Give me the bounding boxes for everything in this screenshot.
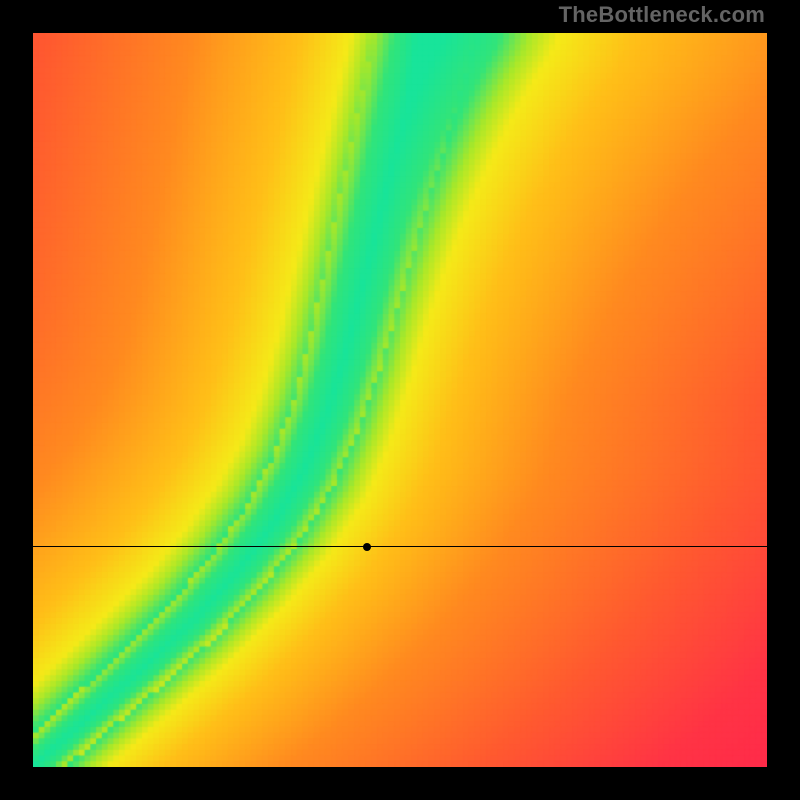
watermark-text: TheBottleneck.com — [559, 2, 765, 28]
crosshair-vertical — [366, 767, 367, 800]
heatmap-canvas — [33, 33, 767, 767]
heatmap-plot — [33, 33, 767, 767]
